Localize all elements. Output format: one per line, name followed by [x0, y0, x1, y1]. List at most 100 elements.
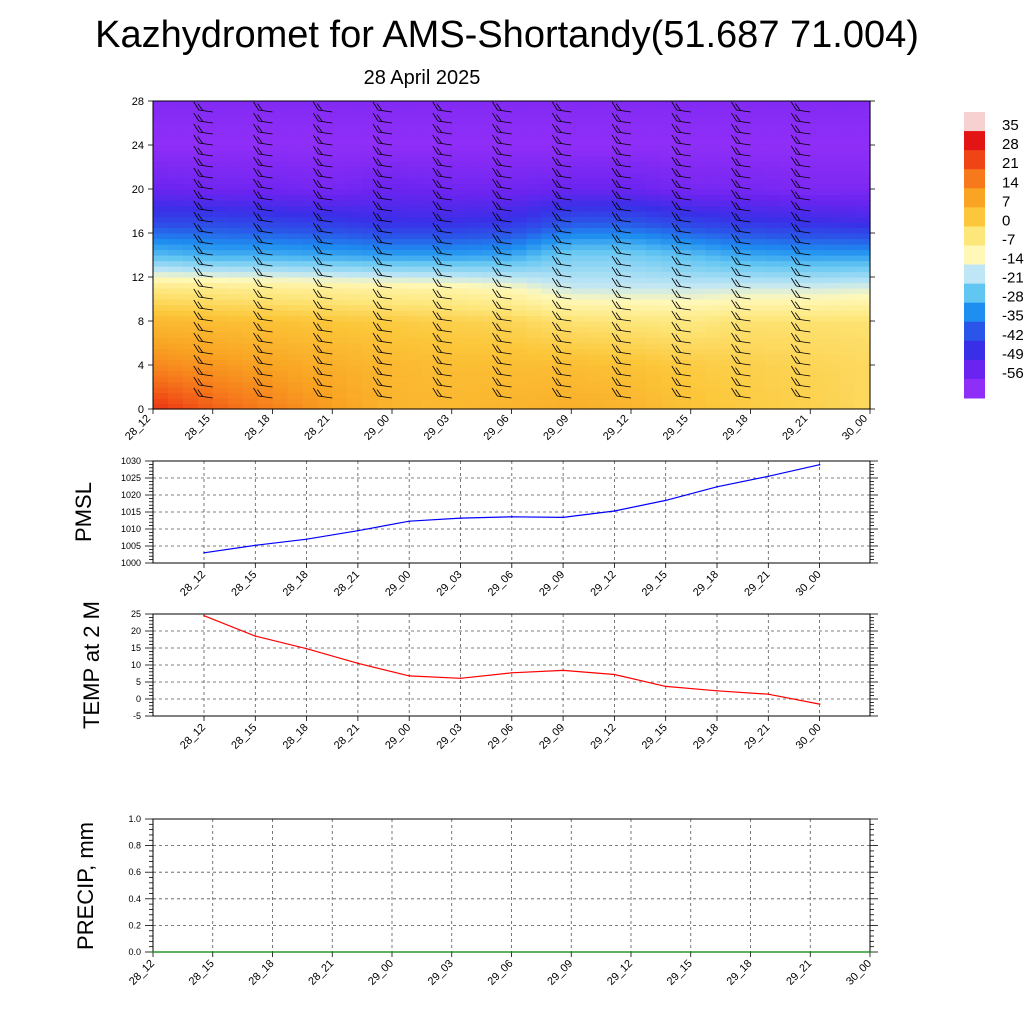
precip-panel: PRECIP, mm0.00.20.40.60.81.028_12 28_15 28…: [73, 814, 878, 988]
heatmap-cell: [362, 403, 378, 410]
heatmap-cell: [780, 337, 796, 344]
heatmap-cell: [571, 288, 587, 295]
heatmap-cell: [451, 376, 468, 383]
colorbar-label: 21: [1002, 155, 1019, 172]
heatmap-cell: [705, 348, 722, 355]
heatmap-cell: [526, 387, 542, 394]
wind-barb: [253, 200, 273, 212]
heatmap-cell: [392, 359, 408, 366]
heatmap-cell: [541, 370, 557, 377]
heatmap-cell: [855, 145, 871, 152]
heatmap-cell: [392, 101, 408, 108]
heatmap-cell: [526, 134, 542, 141]
heatmap-cell: [362, 343, 378, 350]
heatmap-cell: [616, 194, 632, 201]
heatmap-cell: [601, 200, 617, 207]
heatmap-cell: [242, 172, 259, 179]
heatmap-cell: [840, 359, 856, 366]
heatmap-cell: [227, 128, 244, 135]
heatmap-cell: [616, 310, 632, 317]
wind-barb: [432, 277, 452, 289]
heatmap-cell: [347, 387, 363, 394]
heatmap-cell: [645, 101, 662, 108]
heatmap-cell: [451, 271, 468, 278]
heatmap-cell: [556, 156, 572, 163]
heatmap-cell: [332, 326, 348, 333]
heatmap-cell: [167, 321, 184, 328]
heatmap-cell: [810, 255, 826, 262]
heatmap-cell: [272, 156, 289, 163]
heatmap-cell: [675, 139, 692, 146]
heatmap-cell: [362, 260, 378, 267]
heatmap-cell: [705, 128, 722, 135]
heatmap-cell: [616, 134, 632, 141]
heatmap-cell: [153, 123, 169, 130]
heatmap-cell: [317, 216, 333, 223]
wind-barb: [611, 123, 632, 135]
heatmap-cell: [765, 112, 781, 119]
heatmap-cell: [660, 310, 677, 317]
heatmap-cell: [571, 337, 587, 344]
heatmap-cell: [765, 359, 781, 366]
data-point: [459, 517, 462, 519]
heatmap-cell: [645, 376, 662, 383]
heatmap-cell: [287, 123, 303, 130]
heatmap-cell: [601, 392, 617, 399]
heatmap-cell: [466, 354, 483, 361]
heatmap-cell: [825, 381, 841, 388]
heatmap-cell: [167, 222, 184, 229]
heatmap-cell: [675, 260, 692, 267]
heatmap-cell: [855, 277, 871, 284]
heatmap-cell: [660, 123, 677, 130]
heatmap-cell: [660, 189, 677, 196]
heatmap-cell: [675, 304, 692, 311]
heatmap-cell: [317, 106, 333, 113]
wind-barb: [551, 244, 572, 256]
heatmap-cell: [167, 332, 184, 339]
heatmap-cell: [586, 227, 602, 234]
heatmap-cell: [406, 183, 423, 190]
heatmap-cell: [810, 244, 826, 251]
heatmap-cell: [556, 403, 572, 410]
heatmap-cell: [451, 354, 468, 361]
x-tick-label: 29_18: [725, 958, 755, 988]
heatmap-cell: [795, 321, 811, 328]
heatmap-cell: [795, 183, 811, 190]
heatmap-cell: [541, 101, 557, 108]
heatmap-cell: [481, 381, 498, 388]
heatmap-cell: [735, 376, 752, 383]
wind-barb: [551, 200, 572, 212]
heatmap-cell: [466, 123, 483, 130]
heatmap-cell: [571, 145, 587, 152]
wind-barb: [253, 134, 273, 146]
heatmap-cell: [362, 123, 378, 130]
heatmap-cell: [481, 172, 498, 179]
heatmap-cell: [616, 238, 632, 245]
heatmap-cell: [571, 128, 587, 135]
heatmap-cell: [481, 387, 498, 394]
heatmap-cell: [705, 150, 722, 157]
heatmap-cell: [182, 161, 199, 168]
heatmap-cell: [153, 299, 169, 306]
heatmap-cell: [197, 194, 214, 201]
wind-barb: [432, 167, 452, 179]
heatmap-cell: [750, 183, 767, 190]
wind-barb: [671, 321, 691, 333]
heatmap-cell: [212, 216, 229, 223]
heatmap-cell: [406, 321, 423, 328]
heatmap-cell: [242, 216, 259, 223]
wind-barb: [731, 123, 751, 135]
heatmap-cell: [750, 244, 767, 251]
heatmap-cell: [496, 299, 513, 306]
heatmap-cell: [750, 337, 767, 344]
heatmap-cell: [690, 205, 707, 212]
heatmap-cell: [377, 238, 393, 245]
heatmap-cell: [840, 271, 856, 278]
heatmap-cell: [571, 117, 587, 124]
heatmap-cell: [720, 145, 737, 152]
heatmap-cell: [825, 222, 841, 229]
data-point: [408, 675, 411, 677]
heatmap-cell: [421, 150, 438, 157]
heatmap-cell: [660, 211, 677, 218]
